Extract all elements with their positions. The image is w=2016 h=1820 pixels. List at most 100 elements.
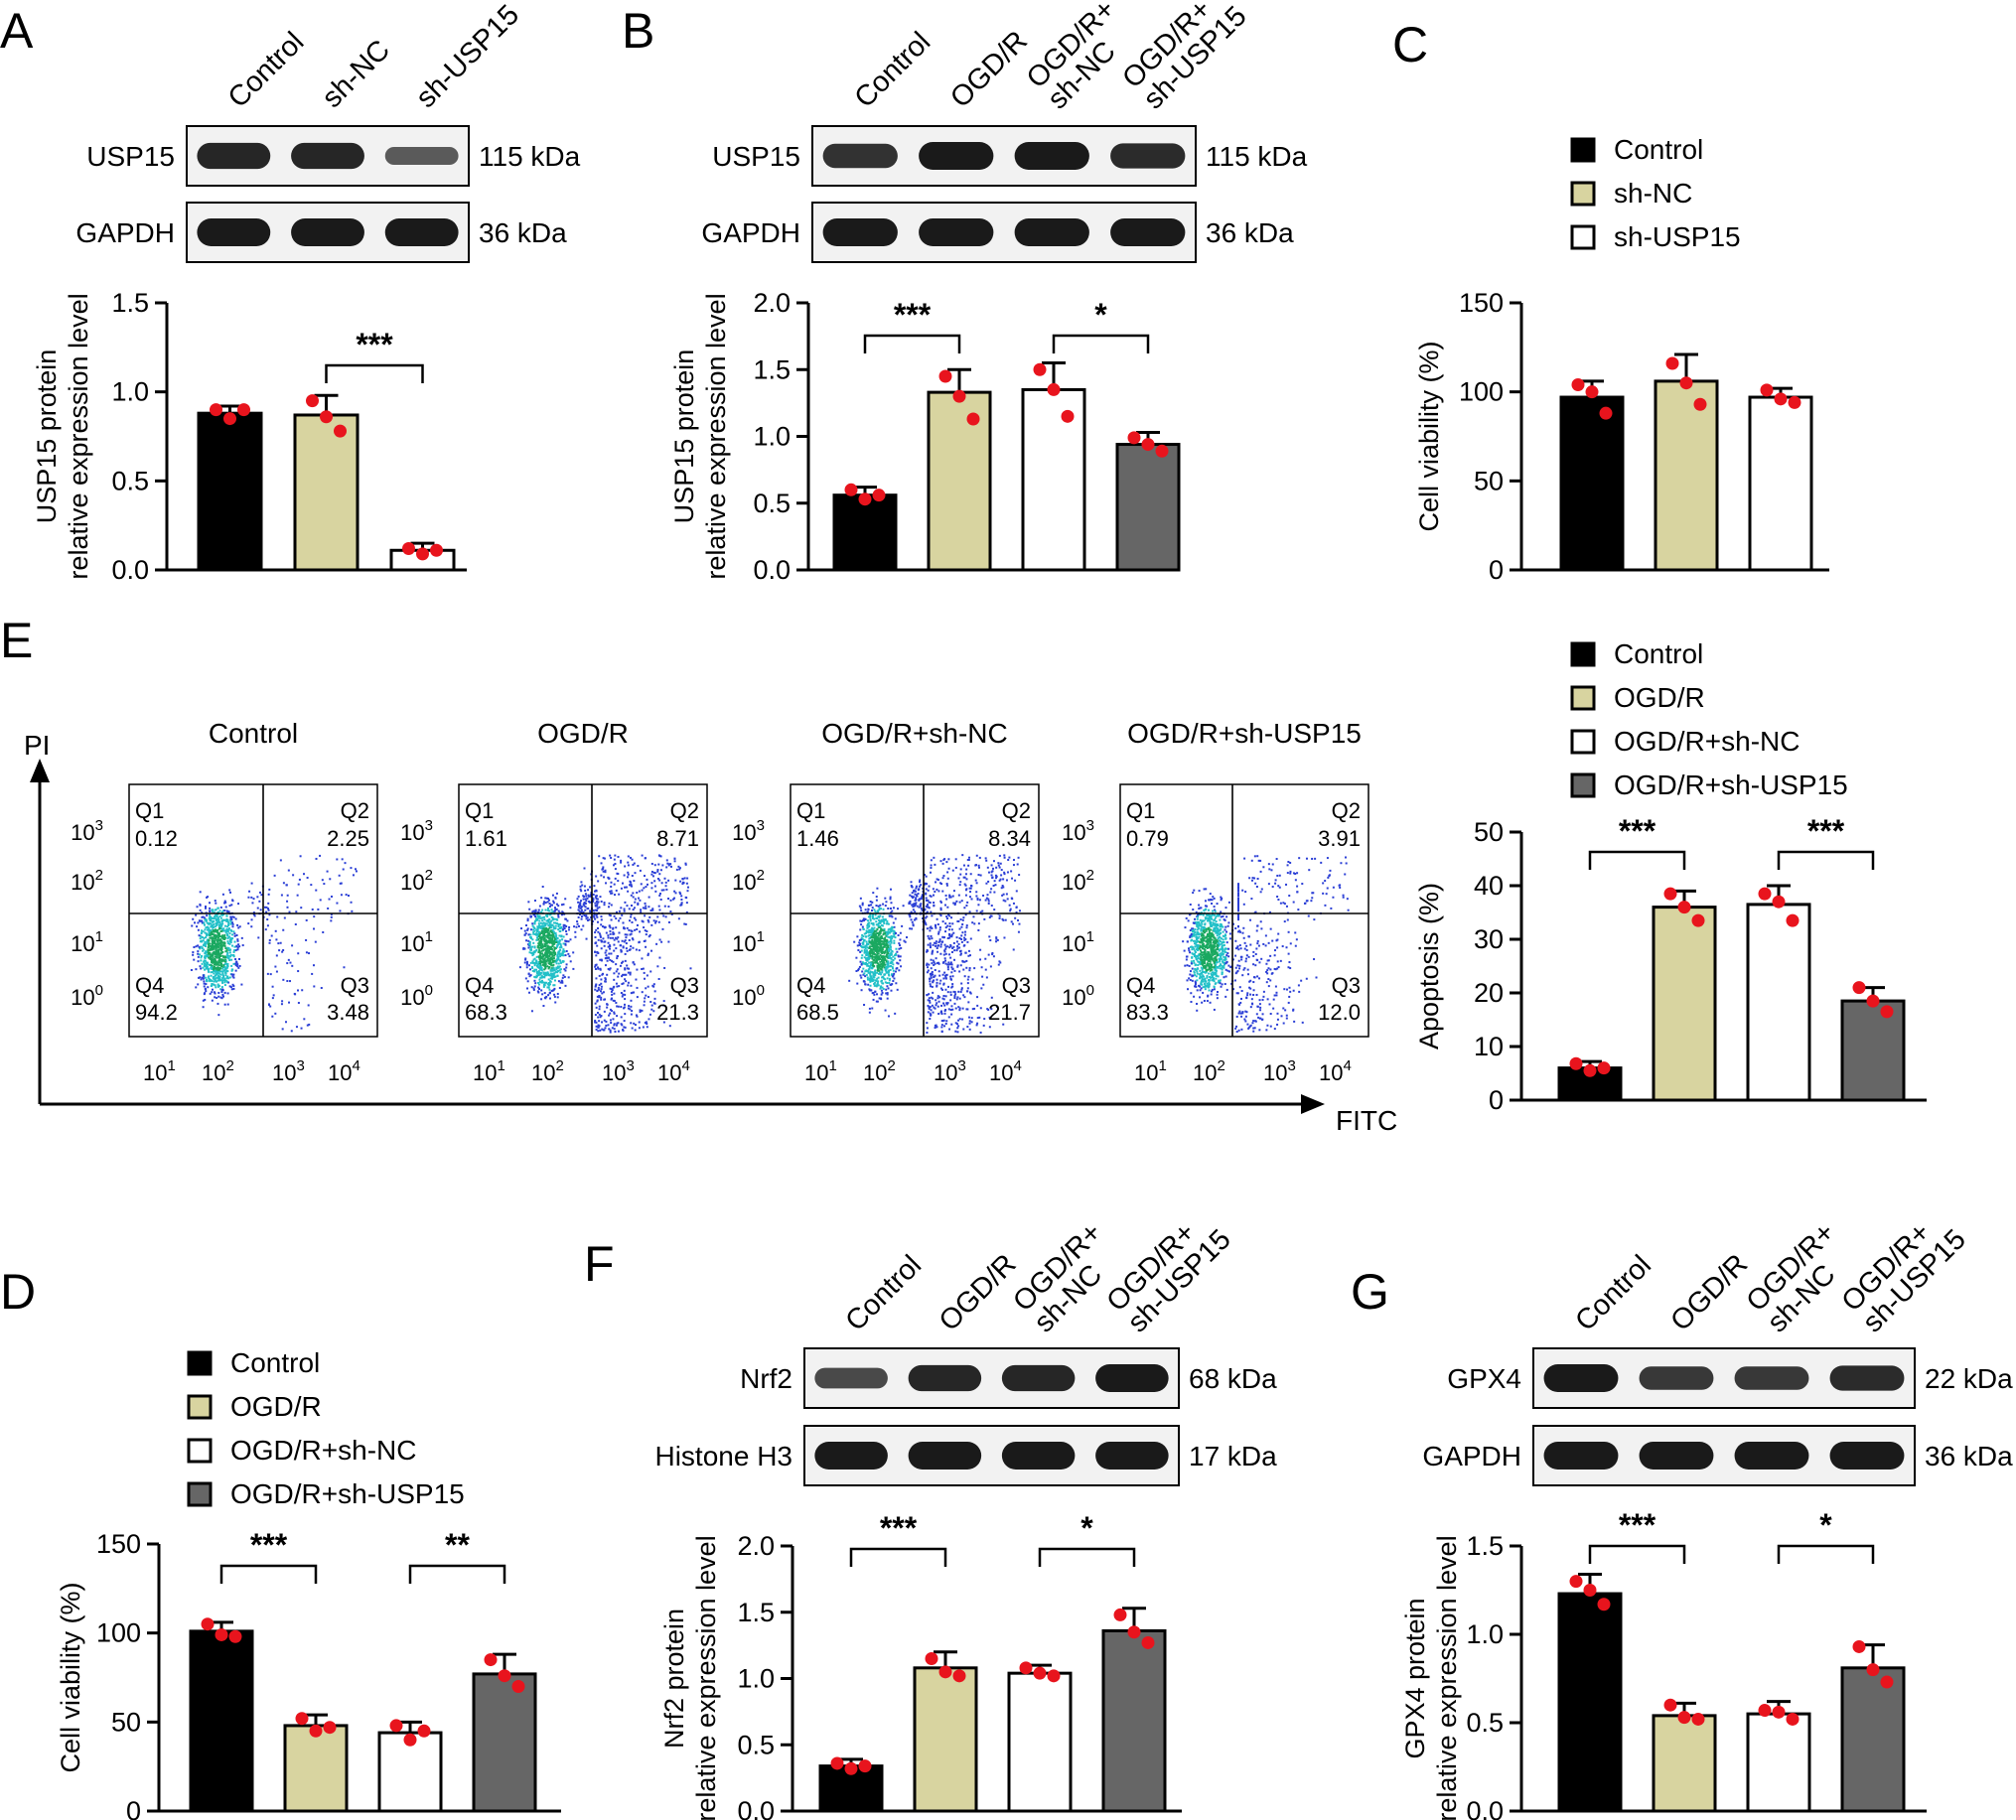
event-dot (616, 937, 619, 940)
event-dot (610, 952, 613, 955)
event-dot (600, 982, 603, 985)
event-dot (960, 925, 963, 928)
event-dot (874, 984, 877, 987)
event-dot (931, 985, 934, 988)
event-dot (597, 966, 600, 969)
event-dot (594, 985, 597, 988)
event-dot (927, 934, 930, 937)
event-dot (538, 973, 541, 976)
legend-swatch (187, 1438, 213, 1464)
event-dot (960, 900, 963, 903)
event-dot (930, 1009, 933, 1012)
event-dot (269, 1005, 272, 1008)
event-dot (543, 945, 546, 948)
event-dot (545, 922, 548, 925)
event-dot (271, 997, 274, 1000)
event-dot (217, 995, 220, 998)
event-dot (223, 956, 226, 959)
event-dot (226, 936, 229, 939)
event-dot (594, 931, 597, 934)
event-dot (217, 972, 220, 975)
event-dot (546, 939, 549, 942)
event-dot (943, 971, 946, 974)
event-dot (970, 898, 973, 901)
event-dot (535, 975, 538, 978)
event-dot (864, 931, 867, 934)
event-dot (880, 963, 883, 966)
event-dot (887, 961, 890, 964)
event-dot (637, 897, 640, 900)
event-dot (980, 966, 983, 969)
event-dot (876, 940, 879, 943)
data-point (858, 1759, 872, 1773)
event-dot (556, 937, 559, 940)
event-dot (600, 959, 603, 962)
event-dot (214, 933, 216, 936)
event-dot (910, 910, 913, 913)
event-dot (213, 929, 216, 932)
event-dot (558, 923, 561, 926)
event-dot (274, 929, 277, 932)
event-dot (885, 992, 888, 995)
event-dot (931, 937, 934, 940)
event-dot (640, 910, 643, 913)
event-dot (976, 996, 979, 999)
event-dot (647, 918, 649, 921)
event-dot (934, 923, 936, 926)
event-dot (1003, 936, 1006, 939)
event-dot (314, 940, 317, 943)
event-dot (912, 924, 915, 927)
event-dot (216, 945, 218, 948)
event-dot (952, 941, 955, 944)
event-dot (203, 916, 206, 919)
event-dot (540, 897, 543, 900)
event-dot (890, 902, 893, 905)
event-dot (584, 898, 587, 901)
event-dot (555, 935, 558, 938)
event-dot (625, 886, 628, 889)
event-dot (865, 970, 868, 973)
event-dot (635, 1014, 638, 1017)
bar-OGD/R (283, 1724, 349, 1813)
event-dot (968, 896, 971, 899)
event-dot (546, 971, 549, 974)
event-dot (208, 921, 211, 924)
flow-x-tick-label: 102 (531, 1057, 564, 1085)
event-dot (670, 912, 673, 915)
event-dot (609, 1012, 612, 1015)
event-dot (250, 918, 253, 921)
legend-swatch (187, 1350, 213, 1376)
event-dot (294, 922, 297, 925)
event-dot (215, 952, 217, 955)
event-dot (875, 920, 878, 923)
event-dot (210, 955, 213, 958)
event-dot (995, 866, 998, 869)
event-dot (932, 943, 935, 946)
event-dot (956, 996, 959, 999)
event-dot (635, 948, 638, 951)
event-dot (547, 934, 550, 937)
event-dot (984, 968, 987, 971)
event-dot (268, 941, 271, 944)
event-dot (997, 864, 1000, 867)
lane-label-line: Control (1569, 1249, 1657, 1337)
event-dot (211, 938, 214, 941)
y-tick-label: 150 (96, 1529, 141, 1559)
event-dot (223, 991, 226, 994)
event-dot (273, 874, 276, 877)
event-dot (574, 935, 577, 938)
event-dot (567, 976, 570, 979)
event-dot (684, 862, 687, 865)
event-dot (621, 1024, 624, 1027)
event-dot (886, 956, 889, 959)
event-dot (969, 884, 972, 887)
event-dot (967, 856, 970, 859)
event-dot (546, 950, 549, 953)
event-dot (201, 921, 204, 924)
event-dot (630, 932, 633, 935)
event-dot (604, 871, 607, 874)
event-dot (553, 995, 556, 998)
event-dot (930, 976, 933, 979)
event-dot (957, 942, 960, 945)
event-dot (1002, 893, 1005, 896)
